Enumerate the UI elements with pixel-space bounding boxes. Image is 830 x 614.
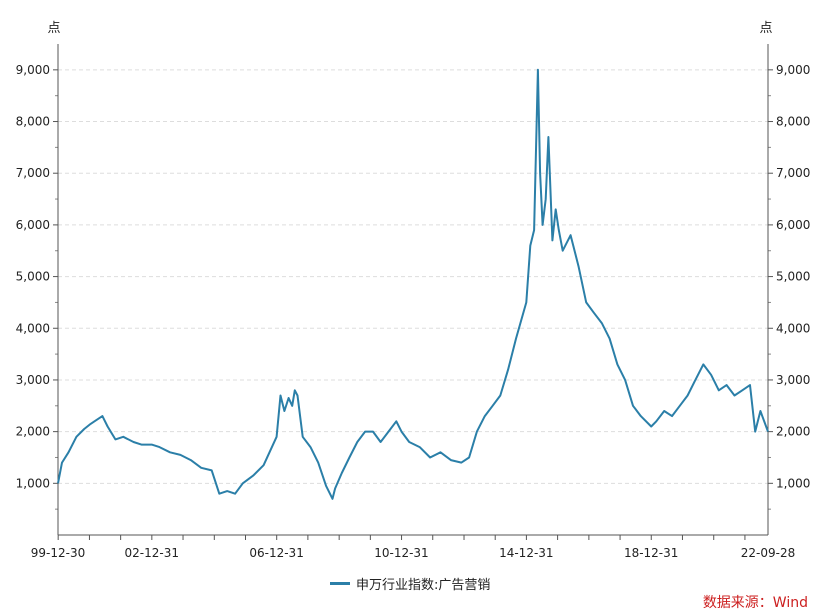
y-tick-label-right: 7,000 [776, 166, 810, 180]
y-tick-label-left: 9,000 [16, 63, 50, 77]
x-tick-label: 22-09-28 [741, 546, 795, 560]
y-tick-label-right: 9,000 [776, 63, 810, 77]
y-tick-label-left: 5,000 [16, 270, 50, 284]
y-tick-label-left: 2,000 [16, 425, 50, 439]
x-tick-label: 10-12-31 [374, 546, 428, 560]
y-tick-label-right: 6,000 [776, 218, 810, 232]
y-tick-label-right: 4,000 [776, 321, 810, 335]
y-unit-label-right: 点 [759, 21, 772, 36]
y-tick-label-left: 3,000 [16, 373, 50, 387]
y-tick-label-right: 1,000 [776, 476, 810, 490]
x-tick-label: 99-12-30 [31, 546, 85, 560]
y-unit-label-left: 点 [47, 21, 60, 36]
x-tick-label: 06-12-31 [249, 546, 303, 560]
y-tick-label-left: 7,000 [16, 166, 50, 180]
legend: 申万行业指数:广告营销 [330, 574, 490, 593]
x-tick-label: 14-12-31 [499, 546, 553, 560]
y-tick-label-right: 2,000 [776, 425, 810, 439]
source-note: 数据来源：Wind [702, 595, 808, 611]
y-tick-label-left: 1,000 [16, 476, 50, 490]
y-tick-label-left: 8,000 [16, 115, 50, 129]
legend-label: 申万行业指数:广告营销 [356, 578, 491, 593]
y-tick-label-left: 6,000 [16, 218, 50, 232]
x-tick-label: 18-12-31 [624, 546, 678, 560]
x-tick-label: 02-12-31 [125, 546, 179, 560]
y-tick-label-right: 8,000 [776, 115, 810, 129]
y-tick-label-right: 3,000 [776, 373, 810, 387]
y-tick-label-left: 4,000 [16, 321, 50, 335]
legend-swatch [330, 582, 350, 585]
series-line [57, 68, 769, 500]
y-tick-label-right: 5,000 [776, 270, 810, 284]
